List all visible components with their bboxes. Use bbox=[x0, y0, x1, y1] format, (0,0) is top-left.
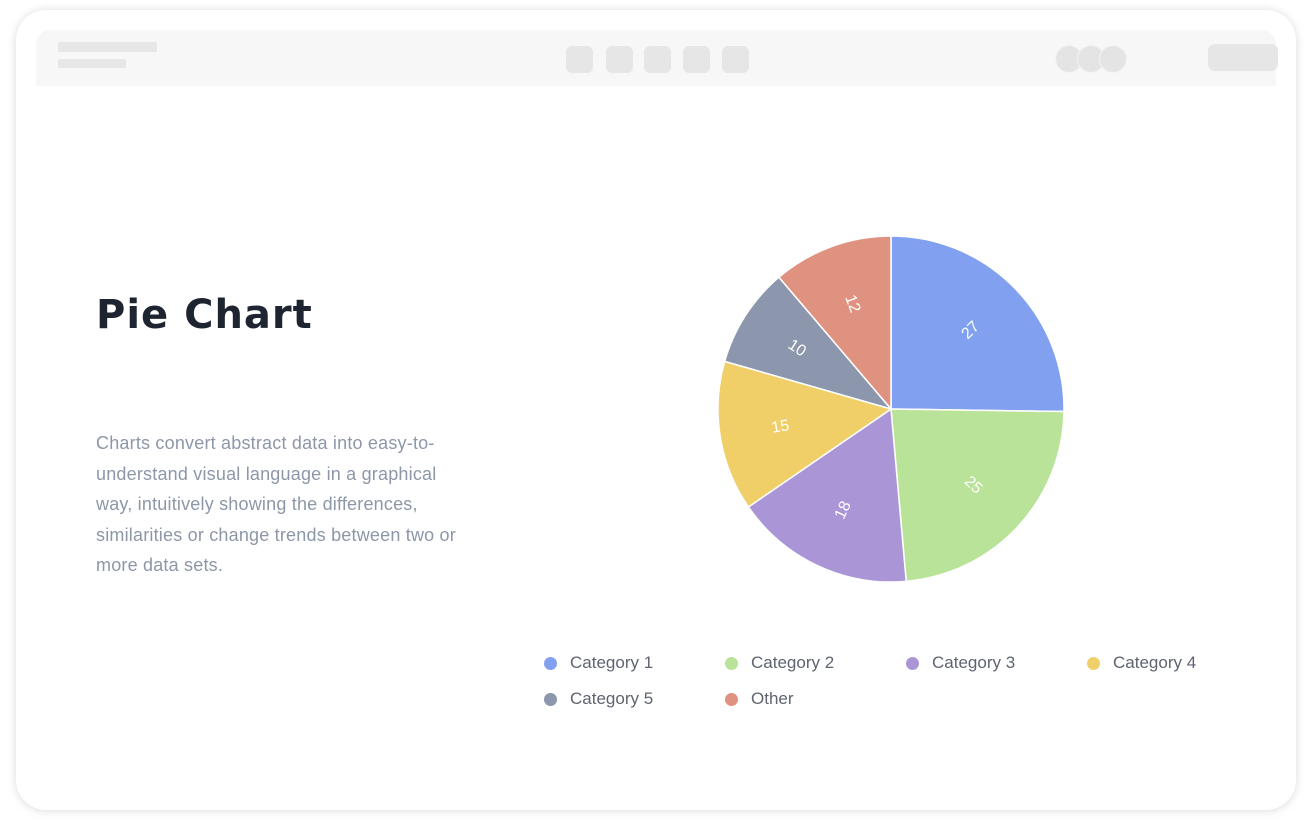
legend-label: Category 4 bbox=[1113, 653, 1197, 672]
avatar-placeholder bbox=[1099, 45, 1127, 73]
pie-slice-label: 18 bbox=[832, 499, 855, 522]
legend-swatch bbox=[725, 656, 738, 670]
legend-label: Category 2 bbox=[751, 653, 835, 672]
pie-slice-label: 12 bbox=[841, 293, 863, 316]
legend-label: Category 5 bbox=[570, 689, 654, 708]
legend-item-category-2[interactable]: Category 2 bbox=[725, 650, 834, 676]
pie-slice-label: 15 bbox=[770, 417, 790, 437]
legend-label: Category 3 bbox=[932, 653, 1016, 672]
toolbar-button-placeholder[interactable] bbox=[606, 46, 633, 73]
legend-swatch bbox=[544, 692, 557, 706]
legend-swatch bbox=[544, 656, 557, 670]
toolbar-title-placeholder bbox=[58, 42, 157, 52]
toolbar-subtitle-placeholder bbox=[58, 59, 126, 68]
legend-item-category-5[interactable]: Category 5 bbox=[544, 686, 653, 712]
pie-slice-other[interactable] bbox=[778, 235, 892, 410]
pie-slice-category-2[interactable] bbox=[890, 408, 1065, 583]
legend-swatch bbox=[1087, 656, 1100, 670]
pie-slice-label: 10 bbox=[785, 336, 809, 360]
pie-slice-category-3[interactable] bbox=[747, 408, 907, 583]
legend-item-category-1[interactable]: Category 1 bbox=[544, 650, 653, 676]
toolbar-button-placeholder[interactable] bbox=[566, 46, 593, 73]
toolbar-action-placeholder[interactable] bbox=[1208, 44, 1278, 71]
legend-swatch bbox=[906, 656, 919, 670]
pie-slice-category-4[interactable] bbox=[717, 360, 892, 508]
legend-item-other[interactable]: Other bbox=[725, 686, 794, 712]
page-title: Pie Chart bbox=[96, 292, 313, 338]
pie-slice-category-5[interactable] bbox=[723, 276, 892, 410]
page-description: Charts convert abstract data into easy-t… bbox=[96, 433, 456, 575]
toolbar-button-placeholder[interactable] bbox=[722, 46, 749, 73]
toolbar-button-placeholder[interactable] bbox=[683, 46, 710, 73]
window-toolbar-placeholder bbox=[36, 30, 1278, 86]
legend-label: Category 1 bbox=[570, 653, 654, 672]
legend-item-category-4[interactable]: Category 4 bbox=[1087, 650, 1196, 676]
legend-swatch bbox=[725, 692, 738, 706]
legend-item-category-3[interactable]: Category 3 bbox=[906, 650, 1015, 676]
chart-card: Pie Chart Charts convert abstract data i… bbox=[16, 10, 1296, 810]
pie-slice-category-1[interactable] bbox=[890, 235, 1065, 413]
toolbar-button-placeholder[interactable] bbox=[644, 46, 671, 73]
legend-label: Other bbox=[751, 689, 794, 708]
